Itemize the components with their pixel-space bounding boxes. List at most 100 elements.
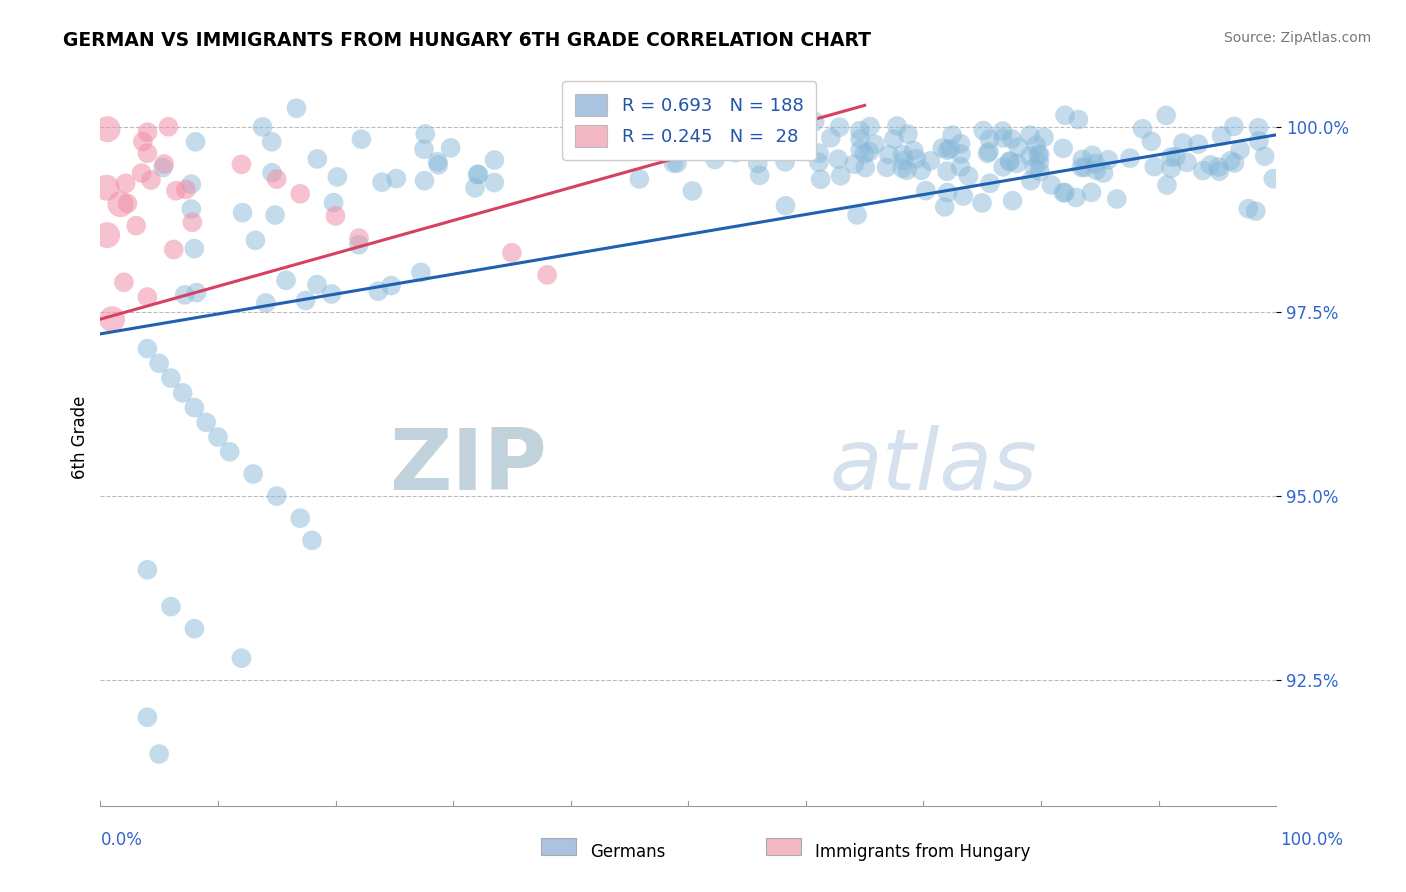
Point	[949, 160, 972, 174]
Point	[1223, 120, 1246, 134]
Point	[897, 127, 920, 141]
Point	[136, 342, 159, 356]
Point	[754, 121, 776, 136]
Point	[112, 275, 135, 289]
Text: GERMAN VS IMMIGRANTS FROM HUNGARY 6TH GRADE CORRELATION CHART: GERMAN VS IMMIGRANTS FROM HUNGARY 6TH GR…	[63, 31, 872, 50]
Point	[1052, 186, 1074, 200]
Point	[1070, 161, 1092, 175]
Point	[970, 196, 993, 211]
Point	[807, 155, 830, 169]
Point	[1085, 163, 1108, 178]
Point	[883, 132, 905, 146]
Point	[991, 131, 1014, 145]
Point	[1223, 156, 1246, 170]
Point	[139, 173, 162, 187]
Point	[1028, 155, 1050, 169]
Point	[274, 273, 297, 287]
Point	[936, 164, 959, 178]
Point	[440, 141, 463, 155]
Point	[172, 385, 194, 400]
Point	[1208, 164, 1230, 178]
Point	[380, 278, 402, 293]
Point	[903, 144, 925, 158]
Point	[1219, 153, 1241, 168]
Point	[132, 135, 155, 149]
Text: Source: ZipAtlas.com: Source: ZipAtlas.com	[1223, 31, 1371, 45]
Point	[266, 172, 288, 186]
Point	[180, 177, 202, 191]
Point	[1199, 158, 1222, 172]
Point	[1019, 128, 1042, 143]
Point	[218, 445, 240, 459]
Point	[1132, 121, 1154, 136]
Point	[877, 147, 900, 161]
Point	[252, 120, 274, 134]
Text: Immigrants from Hungary: Immigrants from Hungary	[815, 843, 1031, 861]
Point	[934, 200, 956, 214]
Point	[1052, 141, 1074, 155]
Point	[1092, 166, 1115, 180]
Point	[991, 124, 1014, 138]
Point	[773, 136, 796, 150]
Point	[181, 215, 204, 229]
Point	[747, 156, 769, 170]
Point	[117, 196, 139, 211]
Point	[125, 219, 148, 233]
Point	[773, 154, 796, 169]
Point	[853, 161, 876, 175]
Point	[232, 205, 254, 219]
Point	[350, 132, 373, 146]
Point	[931, 141, 953, 155]
Point	[231, 651, 253, 665]
Point	[305, 277, 328, 292]
Point	[1237, 202, 1260, 216]
Point	[1053, 186, 1076, 200]
Point	[290, 186, 312, 201]
Point	[998, 154, 1021, 169]
Point	[972, 123, 994, 137]
Point	[254, 296, 277, 310]
Point	[301, 533, 323, 548]
Point	[628, 172, 651, 186]
Point	[1119, 151, 1142, 165]
Point	[876, 161, 898, 175]
Point	[1026, 147, 1049, 161]
Point	[991, 160, 1014, 174]
Point	[1019, 173, 1042, 187]
Point	[1164, 150, 1187, 164]
Point	[101, 312, 124, 326]
Point	[803, 114, 825, 128]
Point	[1247, 120, 1270, 135]
Point	[830, 169, 852, 183]
Point	[385, 171, 408, 186]
Point	[536, 268, 558, 282]
Point	[846, 208, 869, 222]
Point	[183, 622, 205, 636]
Point	[184, 135, 207, 149]
Point	[114, 177, 136, 191]
Point	[501, 245, 523, 260]
Point	[136, 290, 159, 304]
Point	[467, 167, 489, 181]
Point	[662, 156, 685, 170]
Point	[1071, 153, 1094, 167]
Y-axis label: 6th Grade: 6th Grade	[72, 395, 89, 479]
Point	[849, 143, 872, 157]
Point	[260, 166, 283, 180]
Point	[957, 169, 980, 183]
Point	[464, 181, 486, 195]
Point	[891, 161, 914, 176]
Point	[148, 747, 170, 761]
Point	[173, 288, 195, 302]
Point	[1154, 108, 1177, 122]
Point	[157, 120, 180, 134]
Point	[148, 356, 170, 370]
Point	[1067, 112, 1090, 127]
Point	[180, 202, 202, 216]
Point	[979, 176, 1001, 190]
Point	[1081, 148, 1104, 162]
Point	[96, 122, 118, 136]
Point	[1140, 134, 1163, 148]
Point	[893, 153, 915, 168]
Point	[136, 563, 159, 577]
